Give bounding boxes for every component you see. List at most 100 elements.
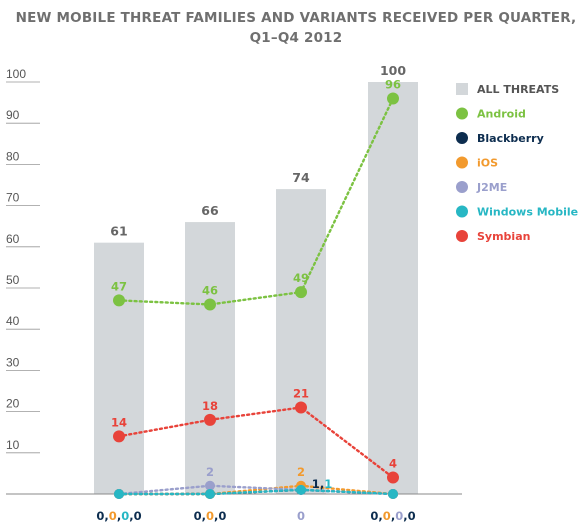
legend-item: iOS [456,156,498,170]
series-point [295,286,307,299]
legend-item: ALL THREATS [456,83,559,96]
legend-swatch [456,181,468,193]
y-tick: 70 [6,191,40,207]
x-label-part: 0 [383,509,391,523]
x-label-part: , [403,509,407,523]
series-point-label: 4 [389,457,397,471]
series-point [113,430,125,443]
legend-swatch [456,107,468,120]
x-label-part: 0 [408,509,416,523]
x-label-part: 0 [206,509,214,523]
x-axis-label: 0,0,0 [194,509,227,523]
x-axis-label: 0 [297,509,305,523]
x-axis-label: 0,0,0,0 [370,509,415,523]
y-tick: 30 [6,355,40,371]
series-point [205,480,215,491]
x-label-part: , [214,509,218,523]
series-point [295,401,307,414]
legend-swatch [456,132,468,144]
y-tick: 50 [6,273,40,289]
bar [94,242,144,494]
bar [276,189,326,494]
legend-swatch [456,156,468,169]
series-point-label: 49 [293,271,309,285]
y-tick: 10 [6,438,40,454]
series-point [296,484,306,495]
bar-value-label: 74 [292,170,310,185]
legend-label: Windows Mobile [477,206,578,219]
y-tick-label: 20 [6,397,20,411]
series-line [117,406,395,479]
series-point-label: 46 [202,283,218,297]
series-point [387,92,399,105]
y-tick-label: 60 [6,232,20,246]
legend-item: J2ME [456,181,507,194]
legend-item: Blackberry [456,132,544,145]
x-label-part: , [104,509,108,523]
combined-point-label: 1,1 [312,477,332,491]
x-label-part: , [391,509,395,523]
x-label-part: , [129,509,133,523]
y-tick-label: 40 [6,314,20,328]
series-point-label: 47 [111,279,127,293]
x-label-part: , [378,509,382,523]
x-label-part: 0 [194,509,202,523]
x-label-part: , [202,509,206,523]
series-points [113,92,399,499]
legend-item: Android [456,107,526,121]
x-label-part: , [117,509,121,523]
legend-label: iOS [477,157,498,170]
y-tick-label: 70 [6,191,20,205]
series-line [117,97,395,306]
series-point-label: 14 [111,415,127,429]
chart-title-line2: Q1–Q4 2012 [250,30,343,46]
series-point-label: 18 [202,399,218,413]
bar [185,222,235,494]
y-tick-label: 100 [6,67,26,81]
label-part: 1 [312,477,320,491]
y-tick-label: 90 [6,108,20,122]
y-tick: 20 [6,397,40,413]
x-label-part: 0 [395,509,403,523]
x-label-part: 0 [297,509,305,523]
y-tick: 60 [6,232,40,248]
series-point-label: 2 [206,465,214,479]
series-point [388,489,398,499]
y-tick-label: 10 [6,438,20,452]
legend: ALL THREATS Android Blackberry iOS J2ME Windo… [456,83,578,243]
y-tick: 80 [6,149,40,165]
chart-title-line1: NEW MOBILE THREAT FAMILIES AND VARIANTS … [16,10,577,26]
data-labels: 61 66 74 100 2 2 47 46 49 96 14 18 21 4 1,1 [110,63,406,491]
y-tick: 40 [6,314,40,330]
legend-item: Windows Mobile [456,205,578,219]
series-line [117,488,395,496]
legend-swatch [456,205,468,218]
series-point-label: 96 [385,77,401,91]
y-tick: 90 [6,108,40,124]
bars-all-threats [6,82,462,495]
legend-label: Symbian [477,230,530,243]
y-tick: 100 [6,67,40,83]
x-label-part: 0 [134,509,142,523]
y-axis: 10 20 30 40 50 60 70 80 90 100 [6,67,40,454]
series-point [113,294,125,307]
y-tick-label: 30 [6,355,20,369]
bar [368,82,418,494]
label-part: , [320,477,324,491]
y-tick-label: 80 [6,149,20,163]
series-point [205,489,215,499]
bar-value-label: 66 [201,203,219,218]
series-point [114,489,124,499]
legend-item: Symbian [456,230,530,243]
legend-label: J2ME [476,181,507,194]
x-label-part: 0 [218,509,226,523]
series-point-label: 2 [297,465,305,479]
label-part: 1 [324,477,332,491]
legend-label: Android [477,108,526,121]
legend-label: Blackberry [477,132,544,145]
series-point [204,413,216,426]
bar-value-label: 61 [110,224,127,239]
legend-swatch [456,230,468,242]
series-line [117,484,395,496]
